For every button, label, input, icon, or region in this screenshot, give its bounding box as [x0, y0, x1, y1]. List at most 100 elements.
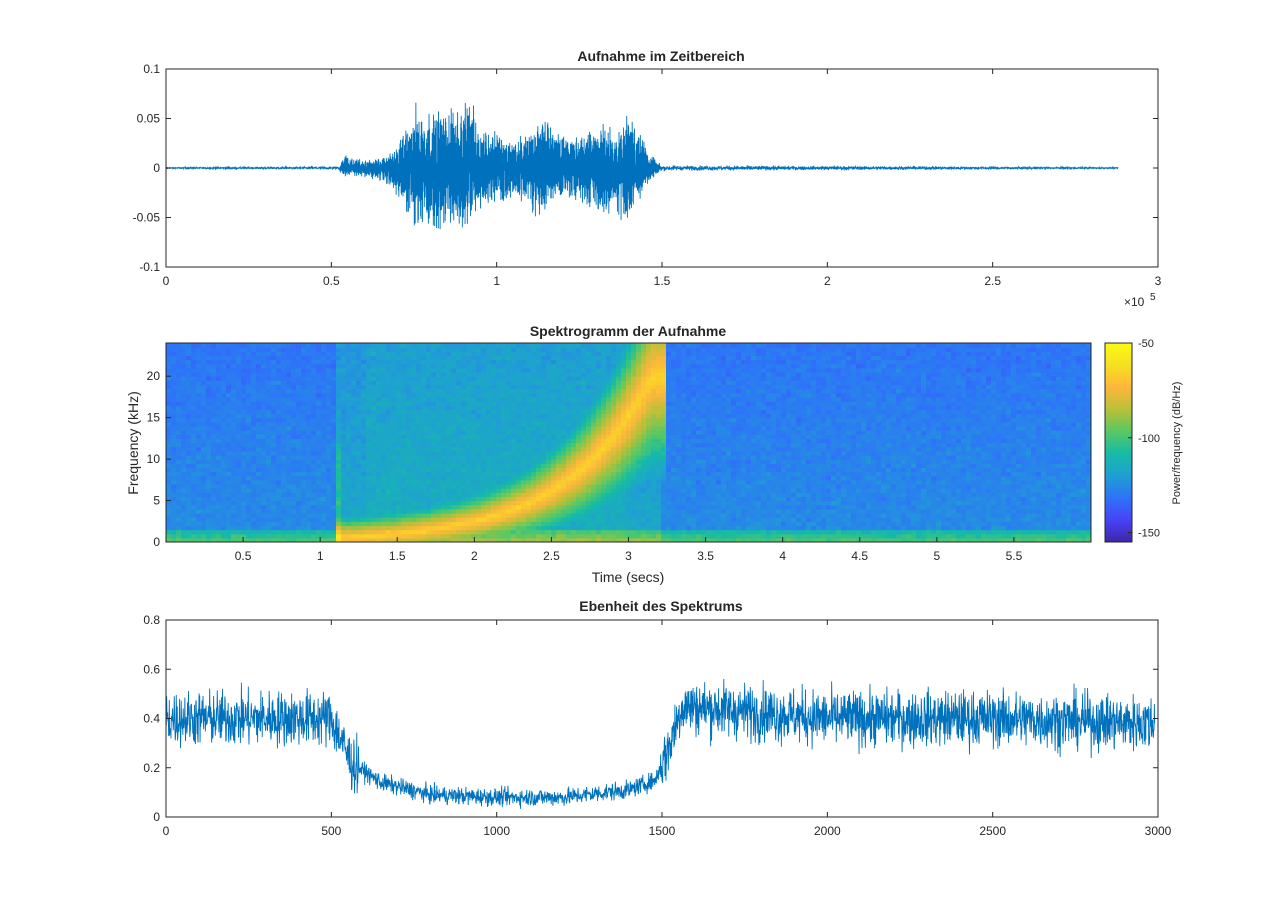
spectrogram-cell — [361, 438, 367, 444]
spectrogram-cell — [476, 438, 482, 444]
spectrogram-cell — [291, 500, 297, 506]
spectrogram-cell — [201, 359, 207, 365]
spectrogram-cell — [531, 475, 537, 481]
spectrogram-cell — [506, 475, 512, 481]
spectrogram-cell — [501, 521, 507, 527]
spectrogram-cell — [171, 471, 177, 477]
spectrogram-cell — [526, 351, 532, 357]
spectrogram-cell — [226, 450, 232, 456]
spectrogram-cell — [386, 496, 392, 502]
spectrogram-cell — [431, 401, 437, 406]
spectrogram-cell — [336, 347, 342, 352]
spectrogram-cell — [526, 508, 532, 514]
spectrogram-cell — [576, 459, 582, 464]
spectrogram-cell — [666, 405, 672, 410]
spectrogram-cell — [611, 533, 617, 539]
spectrogram-cell — [401, 343, 407, 348]
spectrogram-cell — [256, 533, 262, 539]
spectrogram-cell — [376, 442, 382, 448]
spectrogram-cell — [181, 359, 187, 365]
spectrogram-cell — [411, 521, 417, 527]
spectrogram-cell — [216, 413, 222, 419]
spectrogram-cell — [236, 396, 242, 402]
spectrogram-cell — [411, 450, 417, 456]
spectrogram-cell — [576, 504, 582, 510]
spectrogram-cell — [231, 396, 237, 402]
spectrogram-cell — [226, 367, 232, 373]
spectrogram-cell — [271, 392, 277, 398]
spectrogram-cell — [476, 351, 482, 357]
spectrogram-cell — [496, 446, 502, 452]
spectrogram-cell — [291, 471, 297, 477]
spectrogram-cell — [516, 392, 522, 398]
spectrogram-cell — [386, 413, 392, 419]
spectrogram-cell — [566, 396, 572, 402]
spectrogram-cell — [191, 488, 197, 493]
spectrogram-cell — [456, 450, 462, 456]
spectrogram-cell — [171, 537, 177, 542]
spectrogram-cell — [306, 384, 312, 390]
spectrogram-cell — [626, 500, 632, 506]
spectrogram-cell — [431, 483, 437, 489]
spectrogram-cell — [446, 430, 452, 435]
spectrogram-cell — [266, 446, 272, 452]
spectrogram-cell — [381, 355, 387, 361]
spectrogram-cell — [321, 500, 327, 506]
spectrogram-cell — [606, 496, 612, 502]
spectrogram-cell — [326, 504, 332, 510]
spectrogram-cell — [641, 454, 647, 460]
spectrogram-cell — [181, 471, 187, 477]
spectrogram-cell — [591, 367, 597, 373]
spectrogram-cell — [426, 512, 432, 518]
spectrogram-cell — [326, 413, 332, 419]
spectrogram-cell — [661, 380, 667, 386]
spectrogram-cell — [201, 367, 207, 373]
spectrogram-cell — [221, 525, 227, 531]
spectrogram-cell — [431, 525, 437, 531]
spectrogram-cell — [371, 413, 377, 419]
spectrogram-cell — [311, 396, 317, 402]
spectrogram-cell — [326, 508, 332, 514]
spectrogram-cell — [616, 396, 622, 402]
spectrogram-cell — [386, 425, 392, 431]
spectrogram-cell — [561, 454, 567, 460]
spectrogram-cell — [346, 417, 352, 423]
spectrogram-cell — [606, 446, 612, 452]
spectrogram-cell — [346, 471, 352, 477]
spectrogram-cell — [226, 459, 232, 464]
spectrogram-cell — [471, 488, 477, 493]
spectrogram-cell — [336, 459, 342, 464]
spectrogram-cell — [256, 384, 262, 390]
spectrogram-cell — [631, 359, 637, 365]
spectrogram-cell — [581, 521, 587, 527]
spectrogram-cell — [656, 446, 662, 452]
spectrogram-cell — [381, 401, 387, 406]
spectrogram-cell — [536, 517, 542, 522]
spectrogram-cell — [401, 492, 407, 497]
spectrogram-cell — [571, 488, 577, 493]
spectrogram-cell — [231, 343, 237, 348]
spectrogram-cell — [316, 488, 322, 493]
spectrogram-cell — [611, 479, 617, 485]
spectrogram-cell — [251, 504, 257, 510]
spectrogram-cell — [326, 533, 332, 539]
spectrogram-cell — [576, 347, 582, 352]
spectrogram-cell — [551, 421, 557, 427]
spectrogram-cell — [221, 479, 227, 485]
spectrogram-cell — [621, 517, 627, 522]
spectrogram-cell — [601, 388, 607, 394]
spectrogram-cell — [426, 425, 432, 431]
spectrogram-cell — [361, 463, 367, 468]
spectrogram-cell — [481, 463, 487, 468]
spectrogram-cell — [281, 446, 287, 452]
spectrogram-cell — [431, 384, 437, 390]
spectrogram-cell — [241, 454, 247, 460]
spectrogram-cell — [646, 409, 652, 415]
spectrogram-cell — [306, 471, 312, 477]
spectrogram-cell — [286, 347, 292, 352]
spectrogram-cell — [531, 512, 537, 518]
spectrogram-cell — [626, 496, 632, 502]
spectrogram-cell — [411, 512, 417, 518]
spectrogram-cell — [481, 434, 487, 439]
